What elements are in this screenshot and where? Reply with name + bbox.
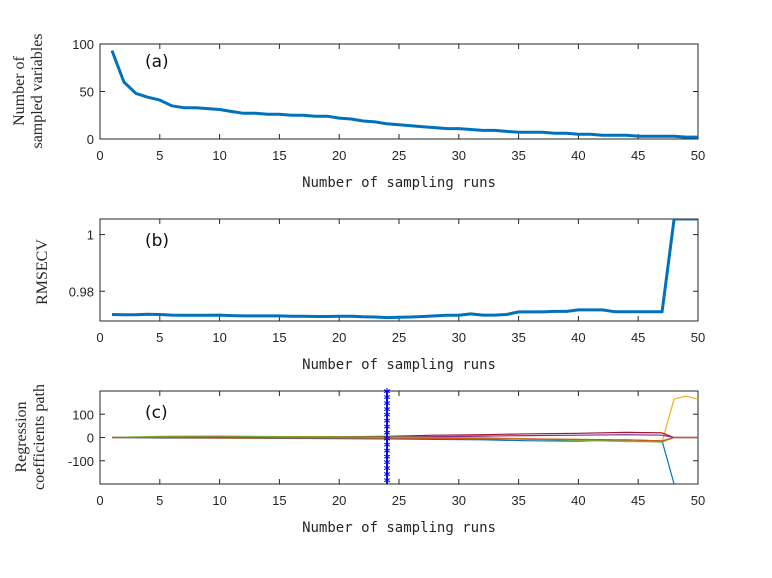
x-tick-label: 40 (571, 330, 585, 345)
x-tick-label: 50 (691, 148, 705, 163)
y-tick-label: 50 (80, 85, 94, 100)
y-tick-label: 0 (87, 431, 94, 446)
x-tick-label: 35 (511, 330, 525, 345)
marker-asterisk: * (384, 440, 391, 455)
x-tick-label: 30 (452, 148, 466, 163)
series-line-RMSECV (111, 219, 698, 320)
x-tick-label: 15 (272, 493, 286, 508)
optimal-run-marker: **************** (384, 387, 391, 491)
y-axis-label: Number ofsampled variables (11, 33, 46, 148)
x-tick-label: 45 (631, 493, 645, 508)
panel-label: (a) (145, 52, 169, 72)
marker-asterisk: * (384, 387, 391, 402)
x-tick-label: 10 (212, 493, 226, 508)
x-tick-label: 20 (332, 493, 346, 508)
y-axis-label: Regressioncoefficients path (13, 384, 48, 490)
x-tick-label: 15 (272, 330, 286, 345)
x-tick-label: 5 (156, 330, 163, 345)
x-axis-label: Number of sampling runs (302, 175, 496, 191)
x-tick-label: 50 (691, 330, 705, 345)
x-tick-label: 5 (156, 493, 163, 508)
marker-asterisk: * (384, 393, 391, 408)
x-tick-label: 10 (212, 148, 226, 163)
x-tick-label: 35 (511, 148, 525, 163)
x-tick-label: 0 (96, 330, 103, 345)
series-line-coef-6 (111, 436, 698, 442)
marker-asterisk: * (384, 417, 391, 432)
marker-asterisk: * (384, 429, 391, 444)
y-tick-label: 100 (72, 37, 94, 52)
y-tick-label: 0.98 (69, 284, 94, 299)
panel-label: (b) (145, 231, 169, 251)
marker-asterisk: * (384, 411, 391, 426)
series-line-coef-1 (111, 436, 698, 484)
x-tick-label: 20 (332, 330, 346, 345)
marker-asterisk: * (384, 423, 391, 438)
marker-asterisk: * (384, 476, 391, 491)
y-axis-label: RMSECV (34, 239, 51, 305)
x-tick-label: 5 (156, 148, 163, 163)
axes-box-b (99, 218, 699, 322)
x-tick-label: 30 (452, 493, 466, 508)
marker-asterisk: * (384, 405, 391, 420)
marker-asterisk: * (384, 464, 391, 479)
x-tick-label: 30 (452, 330, 466, 345)
x-tick-label: 50 (691, 493, 705, 508)
marker-asterisk: * (384, 458, 391, 473)
x-tick-label: 45 (631, 148, 645, 163)
x-axis-label: Number of sampling runs (302, 357, 496, 373)
y-tick-label: 0 (87, 132, 94, 147)
x-tick-label: 0 (96, 493, 103, 508)
panel-b: 0 5 10 15 20 25 30 35 40 45 50 0.98 1 Number of sampl… (34, 218, 705, 373)
panel-label: (c) (145, 403, 168, 423)
x-tick-label: 10 (212, 330, 226, 345)
x-tick-label: 40 (571, 148, 585, 163)
marker-asterisk: * (384, 470, 391, 485)
marker-asterisk: * (384, 452, 391, 467)
marker-asterisk: * (384, 446, 391, 461)
x-tick-label: 45 (631, 330, 645, 345)
y-tick-label: 100 (72, 407, 94, 422)
marker-asterisk: * (384, 434, 391, 449)
marker-asterisk: * (384, 399, 391, 414)
x-tick-label: 0 (96, 148, 103, 163)
x-tick-label: 25 (392, 493, 406, 508)
panel-c: 0 5 10 15 20 25 30 35 40 45 50 -100 0 100 Number of sa… (13, 384, 705, 536)
panel-a: 0 5 10 15 20 25 30 35 40 45 50 0 50 100 Number of samp… (11, 33, 705, 191)
y-tick-label: 1 (87, 228, 94, 243)
y-tick-label: -100 (68, 454, 94, 469)
x-tick-label: 20 (332, 148, 346, 163)
x-axis-label: Number of sampling runs (302, 520, 496, 536)
x-tick-label: 40 (571, 493, 585, 508)
x-tick-label: 25 (392, 330, 406, 345)
series-line-sampled variables (110, 50, 698, 139)
x-tick-label: 35 (511, 493, 525, 508)
x-tick-label: 15 (272, 148, 286, 163)
x-tick-label: 25 (392, 148, 406, 163)
